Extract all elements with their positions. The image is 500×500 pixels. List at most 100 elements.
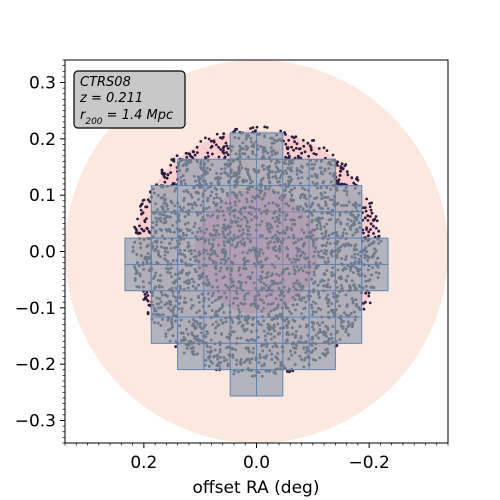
tiled-galaxy-point	[287, 272, 291, 276]
tiled-galaxy-point	[278, 210, 282, 213]
tiled-galaxy-point	[165, 302, 169, 305]
tiled-galaxy-point	[344, 186, 348, 190]
tiled-galaxy-point	[289, 166, 293, 170]
galaxy-point	[367, 230, 371, 234]
tiled-galaxy-point	[291, 222, 295, 226]
tiled-galaxy-point	[331, 340, 334, 344]
galaxy-point	[196, 151, 199, 155]
tiled-galaxy-point	[331, 208, 334, 212]
tiled-galaxy-point	[345, 193, 349, 197]
galaxy-point	[255, 125, 259, 129]
tiled-galaxy-point	[300, 164, 304, 168]
tiled-galaxy-point	[301, 244, 305, 248]
tiled-galaxy-point	[311, 336, 315, 340]
tiled-galaxy-point	[270, 283, 274, 286]
tiled-galaxy-point	[250, 218, 253, 222]
galaxy-point	[365, 228, 368, 231]
tiled-galaxy-point	[281, 170, 284, 174]
tiled-galaxy-point	[268, 185, 272, 188]
tiled-galaxy-point	[267, 172, 270, 175]
galaxy-point	[284, 155, 287, 159]
tiled-galaxy-point	[178, 205, 182, 209]
tiled-galaxy-point	[326, 207, 330, 211]
tiled-galaxy-point	[346, 222, 349, 226]
tiled-galaxy-point	[244, 137, 248, 141]
tiled-galaxy-point	[241, 206, 245, 210]
tiled-galaxy-point	[219, 261, 223, 265]
tiled-galaxy-point	[355, 209, 359, 213]
tiled-galaxy-point	[168, 302, 172, 306]
tiled-galaxy-point	[266, 271, 270, 274]
tiled-galaxy-point	[286, 179, 290, 183]
tiled-galaxy-point	[202, 299, 206, 303]
tiled-galaxy-point	[262, 282, 266, 285]
tiled-galaxy-point	[151, 235, 155, 238]
galaxy-point	[135, 229, 139, 232]
galaxy-point	[166, 173, 170, 177]
galaxy-point	[206, 151, 210, 155]
tiled-galaxy-point	[148, 281, 151, 285]
tiled-galaxy-point	[235, 173, 239, 177]
tiled-galaxy-point	[232, 174, 236, 178]
tiled-galaxy-point	[280, 312, 284, 316]
tiled-galaxy-point	[241, 141, 245, 145]
tiled-galaxy-point	[312, 208, 316, 212]
tiled-galaxy-point	[235, 196, 239, 200]
tiled-galaxy-point	[282, 364, 285, 368]
tiled-galaxy-point	[247, 349, 251, 353]
tiled-galaxy-point	[171, 294, 175, 297]
tiled-galaxy-point	[345, 232, 349, 236]
tiled-galaxy-point	[156, 321, 160, 325]
tiled-galaxy-point	[151, 294, 154, 297]
tiled-galaxy-point	[210, 294, 214, 298]
tiled-galaxy-point	[307, 363, 311, 366]
tiled-galaxy-point	[182, 237, 186, 241]
tiled-galaxy-point	[287, 235, 290, 239]
tiled-galaxy-point	[349, 212, 352, 216]
tiled-galaxy-point	[220, 167, 224, 171]
tiled-galaxy-point	[235, 358, 239, 362]
tiled-galaxy-point	[198, 325, 202, 329]
tiled-galaxy-point	[309, 342, 313, 346]
tiled-galaxy-point	[363, 274, 367, 278]
tiled-galaxy-point	[359, 250, 362, 254]
tiled-galaxy-point	[326, 237, 330, 241]
tiled-galaxy-point	[246, 251, 249, 255]
galaxy-point	[254, 129, 257, 133]
tiled-galaxy-point	[192, 324, 195, 328]
tiled-galaxy-point	[288, 190, 292, 194]
tiled-galaxy-point	[246, 155, 250, 159]
galaxy-point	[212, 139, 216, 143]
tiled-galaxy-point	[182, 336, 186, 339]
tiled-galaxy-point	[341, 327, 345, 330]
tiled-galaxy-point	[327, 167, 331, 170]
tiled-galaxy-point	[253, 262, 256, 266]
tiled-galaxy-point	[199, 167, 203, 170]
tiled-galaxy-point	[154, 202, 158, 206]
tiled-galaxy-point	[336, 234, 339, 238]
tiled-galaxy-point	[260, 298, 264, 302]
tiled-galaxy-point	[157, 217, 161, 221]
tiled-galaxy-point	[291, 207, 295, 211]
tiled-galaxy-point	[252, 281, 256, 285]
tiled-galaxy-point	[152, 277, 156, 280]
tiled-galaxy-point	[306, 209, 309, 213]
tiled-galaxy-point	[244, 281, 248, 284]
galaxy-point	[171, 182, 175, 185]
tiled-galaxy-point	[300, 312, 304, 315]
galaxy-point	[140, 202, 144, 206]
tiled-galaxy-point	[151, 291, 155, 294]
galaxy-point	[217, 155, 221, 159]
tiled-galaxy-point	[218, 348, 222, 351]
galaxy-point	[307, 154, 310, 158]
tiled-galaxy-point	[293, 319, 297, 323]
tiled-galaxy-point	[252, 246, 255, 250]
tiled-galaxy-point	[338, 304, 342, 308]
tiled-galaxy-point	[176, 342, 180, 345]
tiled-galaxy-point	[256, 133, 260, 136]
tiled-galaxy-point	[290, 194, 294, 197]
tiled-galaxy-point	[310, 163, 314, 166]
tiled-galaxy-point	[296, 249, 300, 252]
tiled-galaxy-point	[226, 233, 230, 237]
tiled-galaxy-point	[358, 203, 361, 207]
